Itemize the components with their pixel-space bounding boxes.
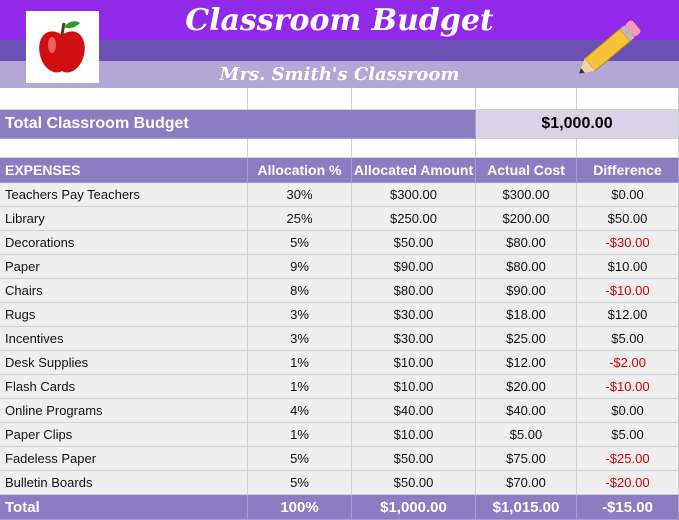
value-cell: $80.00 bbox=[352, 279, 476, 303]
value-cell: $75.00 bbox=[476, 447, 577, 471]
blank-cell bbox=[352, 139, 476, 158]
value-cell: $30.00 bbox=[352, 327, 476, 351]
blank-cell bbox=[476, 88, 577, 110]
total-budget-value: $1,000.00 bbox=[476, 110, 679, 139]
value-cell: $5.00 bbox=[577, 423, 679, 447]
value-cell: $50.00 bbox=[352, 447, 476, 471]
title-band bbox=[0, 0, 679, 40]
value-cell: 5% bbox=[248, 471, 352, 495]
value-cell: 3% bbox=[248, 327, 352, 351]
value-cell: $5.00 bbox=[577, 327, 679, 351]
value-cell: 9% bbox=[248, 255, 352, 279]
value-cell: 4% bbox=[248, 399, 352, 423]
value-cell: $0.00 bbox=[577, 183, 679, 207]
value-cell: -$2.00 bbox=[577, 351, 679, 375]
subtitle: Mrs. Smith's Classroom bbox=[219, 64, 460, 85]
expense-name: Online Programs bbox=[0, 399, 248, 423]
value-cell: $40.00 bbox=[476, 399, 577, 423]
column-header: Difference bbox=[577, 158, 679, 183]
column-header: Allocation % bbox=[248, 158, 352, 183]
value-cell: $50.00 bbox=[577, 207, 679, 231]
value-cell: $200.00 bbox=[476, 207, 577, 231]
title: Classroom Budget bbox=[185, 2, 494, 38]
expense-name: Incentives bbox=[0, 327, 248, 351]
value-cell: $90.00 bbox=[352, 255, 476, 279]
total-cell: $1,015.00 bbox=[476, 495, 577, 520]
blank-cell bbox=[248, 139, 352, 158]
value-cell: $12.00 bbox=[476, 351, 577, 375]
expense-name: Teachers Pay Teachers bbox=[0, 183, 248, 207]
expense-name: Fadeless Paper bbox=[0, 447, 248, 471]
value-cell: $40.00 bbox=[352, 399, 476, 423]
blank-cell bbox=[0, 88, 248, 110]
value-cell: $10.00 bbox=[352, 351, 476, 375]
expense-name: Flash Cards bbox=[0, 375, 248, 399]
expense-name: Bulletin Boards bbox=[0, 471, 248, 495]
value-cell: 1% bbox=[248, 375, 352, 399]
total-cell: $1,000.00 bbox=[352, 495, 476, 520]
blank-cell bbox=[352, 88, 476, 110]
value-cell: $80.00 bbox=[476, 255, 577, 279]
value-cell: $25.00 bbox=[476, 327, 577, 351]
value-cell: 1% bbox=[248, 423, 352, 447]
value-cell: $90.00 bbox=[476, 279, 577, 303]
value-cell: $20.00 bbox=[476, 375, 577, 399]
value-cell: $80.00 bbox=[476, 231, 577, 255]
value-cell: 3% bbox=[248, 303, 352, 327]
blank-cell bbox=[476, 139, 577, 158]
value-cell: -$30.00 bbox=[577, 231, 679, 255]
value-cell: $300.00 bbox=[352, 183, 476, 207]
blank-cell bbox=[577, 139, 679, 158]
dark-band bbox=[0, 40, 679, 61]
value-cell: -$25.00 bbox=[577, 447, 679, 471]
blank-cell bbox=[0, 139, 248, 158]
value-cell: $18.00 bbox=[476, 303, 577, 327]
value-cell: -$20.00 bbox=[577, 471, 679, 495]
value-cell: $70.00 bbox=[476, 471, 577, 495]
value-cell: -$10.00 bbox=[577, 279, 679, 303]
value-cell: $50.00 bbox=[352, 471, 476, 495]
expense-name: Paper Clips bbox=[0, 423, 248, 447]
value-cell: $12.00 bbox=[577, 303, 679, 327]
expense-name: Chairs bbox=[0, 279, 248, 303]
value-cell: 5% bbox=[248, 447, 352, 471]
expense-name: Rugs bbox=[0, 303, 248, 327]
total-cell: 100% bbox=[248, 495, 352, 520]
value-cell: $250.00 bbox=[352, 207, 476, 231]
total-budget-label: Total Classroom Budget bbox=[0, 110, 476, 139]
column-header: Allocated Amount bbox=[352, 158, 476, 183]
value-cell: -$10.00 bbox=[577, 375, 679, 399]
pencil-icon bbox=[579, 20, 641, 74]
expense-name: Paper bbox=[0, 255, 248, 279]
column-header: EXPENSES bbox=[0, 158, 248, 183]
column-header: Actual Cost bbox=[476, 158, 577, 183]
subtitle-band bbox=[0, 61, 679, 88]
expense-name: Desk Supplies bbox=[0, 351, 248, 375]
value-cell: 25% bbox=[248, 207, 352, 231]
value-cell: $5.00 bbox=[476, 423, 577, 447]
expense-name: Library bbox=[0, 207, 248, 231]
value-cell: $300.00 bbox=[476, 183, 577, 207]
blank-cell bbox=[248, 88, 352, 110]
value-cell: $10.00 bbox=[577, 255, 679, 279]
value-cell: 1% bbox=[248, 351, 352, 375]
value-cell: $10.00 bbox=[352, 375, 476, 399]
blank-cell bbox=[577, 88, 679, 110]
value-cell: 30% bbox=[248, 183, 352, 207]
apple-icon bbox=[26, 11, 99, 83]
value-cell: $50.00 bbox=[352, 231, 476, 255]
value-cell: 8% bbox=[248, 279, 352, 303]
value-cell: $0.00 bbox=[577, 399, 679, 423]
value-cell: $10.00 bbox=[352, 423, 476, 447]
expense-name: Decorations bbox=[0, 231, 248, 255]
value-cell: 5% bbox=[248, 231, 352, 255]
total-cell: Total bbox=[0, 495, 248, 520]
value-cell: $30.00 bbox=[352, 303, 476, 327]
total-cell: -$15.00 bbox=[577, 495, 679, 520]
